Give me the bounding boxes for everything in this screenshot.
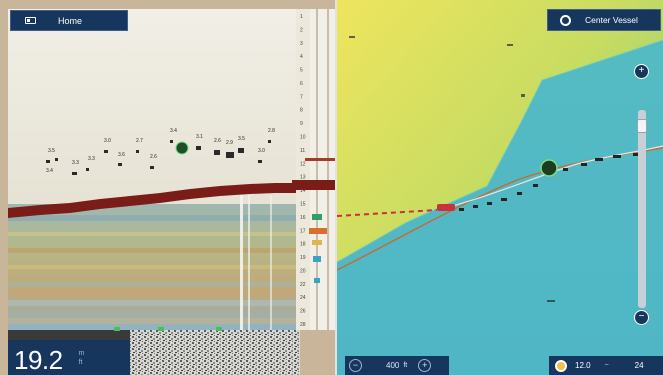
target-depth-label: 3.3 — [72, 160, 79, 166]
fish-icon — [175, 141, 189, 155]
chart-symbols — [349, 36, 555, 302]
zoom-out-button[interactable]: − — [634, 310, 649, 325]
depth-scale-column — [310, 9, 335, 330]
home-button[interactable]: Home — [10, 10, 128, 31]
target-depth-label: 3.0 — [258, 148, 265, 154]
depth-scale-label: 4 — [300, 54, 303, 60]
depth-unit-top: m — [78, 350, 85, 357]
depth-scale-label: 18 — [300, 242, 306, 248]
scale-unit: ft — [403, 362, 408, 369]
sonar-pane[interactable]: 1 2 3 4 5 6 7 8 9 10 11 12 13 14 15 16 17 18 19 20 22 24 26 28 … — [0, 0, 337, 375]
temperature-high: 24 — [634, 361, 644, 370]
home-label: Home — [58, 15, 83, 26]
depth-scale-label: 24 — [300, 295, 306, 301]
depth-unit-bottom: ft — [78, 359, 83, 366]
target-depth-label: 3.5 — [48, 148, 55, 154]
navigation-chart[interactable] — [337, 0, 663, 375]
depth-scale-label: 12 — [300, 161, 306, 167]
depth-scale-label: 11 — [300, 148, 305, 154]
depth-scale-label: 15 — [300, 201, 306, 207]
target-depth-label: 3.5 — [238, 136, 245, 142]
waypoint-icon[interactable] — [540, 159, 558, 177]
strip-markers — [114, 327, 222, 331]
menu-icon — [25, 17, 36, 24]
gear-icon — [560, 14, 571, 26]
vessel-icon[interactable] — [437, 204, 455, 211]
depth-scale-label: 28 — [300, 322, 306, 328]
zoom-slider[interactable] — [637, 110, 647, 308]
target-depth-label: 2.8 — [268, 128, 275, 134]
zoom-scale-bar: − 400 ft + — [345, 356, 449, 375]
scale-plus-button[interactable]: + — [418, 359, 432, 372]
heading-line — [337, 209, 438, 217]
depth-unit: m ft — [79, 349, 85, 367]
target-depth-label: 3.0 — [104, 138, 111, 144]
depth-scale-label: 16 — [300, 215, 306, 221]
side-scan-strip — [130, 330, 300, 375]
depth-scale-label: 13 — [300, 175, 306, 181]
ascope-echo — [309, 214, 327, 283]
depth-scale-label: 8 — [300, 108, 303, 114]
seabed-return — [8, 183, 296, 218]
center-vessel-button[interactable]: Center Vessel — [547, 9, 661, 31]
depth-scale-label: 1 — [300, 14, 303, 20]
chart-pane[interactable]: Center Vessel + − − 400 ft + 12.0 ~ 24 — [337, 0, 663, 375]
target-depth-label: 3.4 — [46, 168, 53, 174]
center-vessel-label: Center Vessel — [585, 15, 638, 25]
ascope-column — [296, 9, 310, 330]
sonar-display[interactable]: 123456789101112131415161718192022242628 … — [0, 0, 337, 375]
temperature-bar: 12.0 ~ 24 — [549, 356, 663, 375]
scale-value: 400 — [386, 361, 400, 370]
track-line — [436, 145, 663, 211]
temperature-low: 12.0 — [575, 361, 591, 370]
scale-minus-button[interactable]: − — [349, 359, 362, 372]
depth-scale-label: 2 — [300, 27, 303, 33]
target-depth-label: 2.7 — [136, 138, 143, 144]
depth-scale-label: 9 — [300, 121, 303, 127]
depth-scale-label: 5 — [300, 68, 303, 74]
depth-value: 19.2 — [14, 345, 63, 375]
target-depth-label: 3.4 — [170, 128, 177, 134]
depth-scale-label: 22 — [300, 282, 306, 288]
depth-scale-label: 20 — [300, 268, 306, 274]
temperature-separator: ~ — [604, 362, 609, 369]
target-depth-label: 2.6 — [214, 138, 221, 144]
depth-scale-label: 17 — [300, 228, 306, 234]
depth-scale-label: 26 — [300, 309, 306, 315]
target-depth-label: 2.9 — [226, 140, 233, 146]
fish-targets — [46, 140, 271, 175]
depth-scale-label: 10 — [300, 135, 306, 141]
target-depth-label: 3.1 — [196, 134, 203, 140]
temperature-icon[interactable] — [555, 359, 567, 372]
water-column — [8, 9, 296, 204]
target-depth-label: 3.6 — [118, 152, 125, 158]
target-depth-labels: 3.5 3.3 3.3 3.0 3.6 2.7 2.6 3.4 3.1 2.6 2.9 3.5 3.0 2… — [46, 128, 275, 174]
target-depth-label: 3.3 — [88, 156, 95, 162]
depth-scale-label: 7 — [300, 94, 303, 100]
depth-readout: 19.2 m ft — [8, 340, 130, 375]
depth-scale-label: 14 — [300, 188, 306, 194]
depth-scale-label: 19 — [300, 255, 306, 261]
target-depth-label: 2.6 — [150, 154, 157, 160]
depth-soundings — [459, 153, 641, 211]
zoom-slider-thumb[interactable] — [637, 119, 647, 133]
bottom-texture — [8, 215, 296, 324]
depth-scale-label: 3 — [300, 41, 303, 47]
depth-scale-label: 6 — [300, 81, 303, 87]
zoom-in-button[interactable]: + — [634, 64, 649, 79]
